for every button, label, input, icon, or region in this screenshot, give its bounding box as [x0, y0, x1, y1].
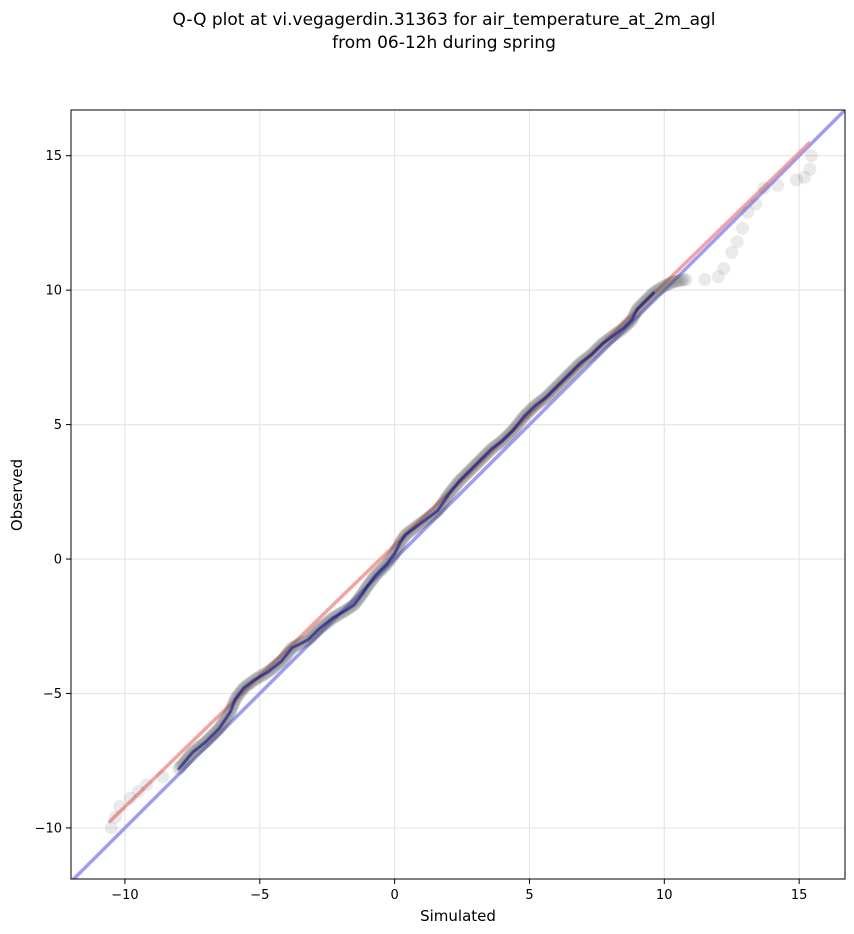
- y-tick-label: 0: [54, 553, 62, 568]
- chart-title-line-1: Q-Q plot at vi.vegagerdin.31363 for air_…: [172, 10, 715, 30]
- x-axis-ticks: −10 −5 0 5 10 15: [111, 879, 807, 903]
- y-tick-label: 10: [45, 284, 62, 299]
- data-point: [711, 270, 725, 284]
- data-point: [803, 162, 817, 176]
- plot-marks: [71, 110, 845, 879]
- data-point: [679, 272, 693, 286]
- data-point: [677, 273, 691, 287]
- data-point: [651, 283, 665, 297]
- data-point: [675, 273, 689, 287]
- x-tick-label: 15: [791, 888, 808, 903]
- data-point: [673, 274, 687, 288]
- data-point: [717, 262, 731, 276]
- data-point: [664, 276, 678, 290]
- data-point: [656, 280, 670, 294]
- data-point: [156, 770, 170, 784]
- data-point: [798, 170, 812, 184]
- x-tick-label: 0: [390, 888, 398, 903]
- data-point: [771, 178, 785, 192]
- y-tick-label: −10: [35, 821, 62, 836]
- data-point: [113, 799, 127, 813]
- reference-line: [71, 110, 845, 879]
- data-point: [131, 785, 145, 799]
- data-point: [736, 221, 750, 235]
- data-point: [698, 272, 712, 286]
- y-tick-label: 5: [54, 418, 62, 433]
- data-point: [725, 246, 739, 260]
- data-point: [655, 280, 669, 294]
- data-point: [671, 274, 685, 288]
- data-point: [669, 274, 683, 288]
- data-point: [749, 197, 763, 211]
- data-point: [108, 810, 122, 824]
- data-point: [662, 277, 676, 291]
- grid: [71, 110, 845, 879]
- data-point: [104, 821, 118, 835]
- x-tick-label: −10: [111, 888, 138, 903]
- data-point: [789, 173, 803, 187]
- y-axis-label: Observed: [8, 459, 26, 531]
- y-tick-label: 15: [45, 149, 62, 164]
- data-point: [665, 275, 679, 289]
- quantile-trace: [177, 291, 655, 771]
- data-point: [757, 181, 771, 195]
- plot-frame: [70, 109, 846, 880]
- data-point: [123, 791, 137, 805]
- data-point: [653, 282, 667, 296]
- x-tick-label: 5: [525, 888, 533, 903]
- data-point: [658, 279, 672, 293]
- data-point: [660, 278, 674, 292]
- x-tick-label: 10: [656, 888, 673, 903]
- x-tick-label: −5: [250, 888, 269, 903]
- data-point: [730, 235, 744, 249]
- data-point: [667, 275, 681, 289]
- y-tick-label: −5: [43, 687, 62, 702]
- data-point: [741, 205, 755, 219]
- y-axis-ticks: −10 −5 0 5 10 15: [35, 149, 71, 836]
- data-point: [140, 778, 154, 792]
- data-point: [804, 149, 818, 163]
- x-axis-label: Simulated: [420, 907, 496, 925]
- chart-title-line-2: from 06-12h during spring: [332, 33, 556, 53]
